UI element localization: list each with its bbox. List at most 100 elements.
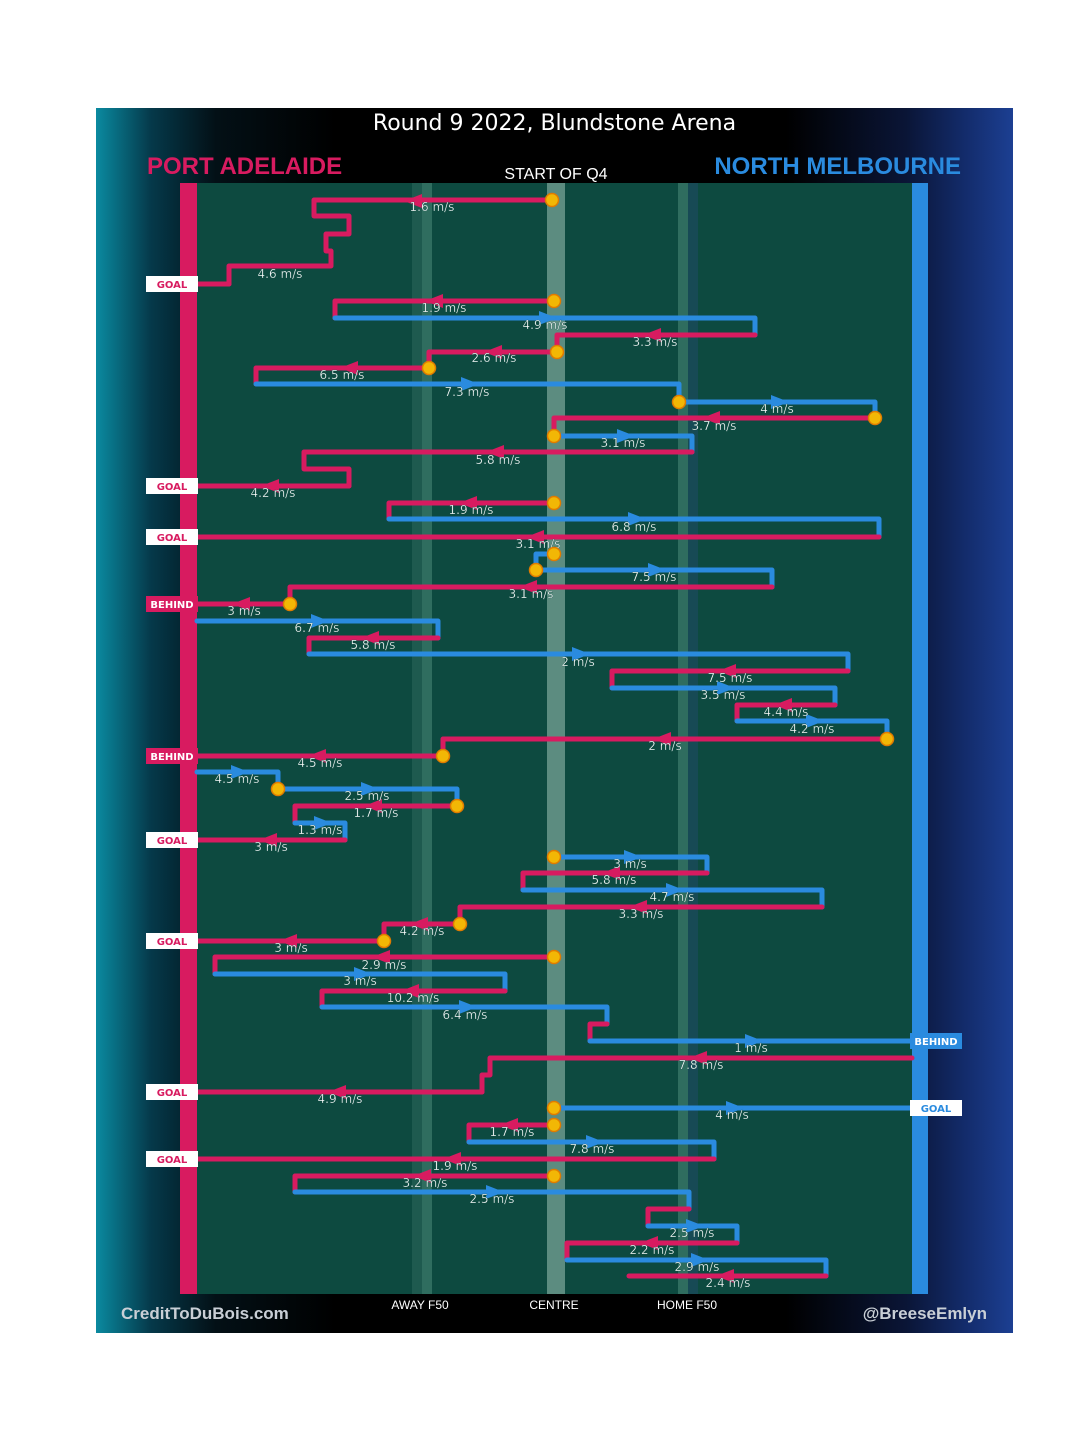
speed-label: 3.1 m/s [509,587,554,601]
speed-label: 4.9 m/s [318,1092,363,1106]
direction-arrow [806,714,824,728]
axis-label-away-f50: AWAY F50 [391,1298,449,1312]
score-tag [146,1151,198,1167]
credit-website: CreditToDuBois.com [121,1304,289,1323]
speed-label: 4.4 m/s [764,705,809,719]
speed-label: 6.7 m/s [295,621,340,635]
score-tag [146,933,198,949]
speed-label: 2 m/s [648,739,681,753]
chain-segment [551,433,695,455]
score-tag [910,1033,962,1049]
direction-arrow [629,900,647,914]
score-label: GOAL [157,482,188,493]
chain-segment [194,618,441,641]
quarter-label: START OF Q4 [504,166,608,183]
direction-arrow [726,1101,744,1115]
speed-label: 4.9 m/s [523,318,568,332]
direction-arrow [648,563,666,577]
direction-arrow [572,647,590,661]
speed-label: 3 m/s [274,941,307,955]
direction-arrow [717,681,735,695]
speed-label: 4.2 m/s [400,924,445,938]
chain-start-marker [546,949,562,965]
direction-arrow [401,984,419,998]
speed-label: 3.2 m/s [403,1176,448,1190]
chain-segment [609,668,851,691]
chain-segment [564,1240,740,1263]
direction-arrow [716,1269,734,1283]
direction-arrow [486,445,504,459]
speed-label: 7.3 m/s [445,385,490,399]
direction-arrow [259,833,277,847]
score-label: BEHIND [150,600,193,611]
away-goal-bar [912,183,928,1294]
speed-label: 4.5 m/s [298,756,343,770]
speed-label: 1 m/s [734,1041,767,1055]
score-tag [146,596,198,612]
direction-arrow [539,311,557,325]
chain-segment [520,870,710,893]
chain-segment [551,854,710,876]
speed-label: 7.8 m/s [679,1058,724,1072]
speed-label: 3.3 m/s [633,335,678,349]
chain-start-marker [549,344,565,360]
speed-label: 1.6 m/s [410,200,455,214]
direction-arrow [231,765,249,779]
chain-segment [520,887,825,910]
score-tag [146,1084,198,1100]
direction-arrow [586,1135,604,1149]
home-team-name: PORT ADELAIDE [147,153,343,180]
direction-arrow [413,1169,431,1183]
speed-label: 7.8 m/s [570,1142,615,1156]
chain-segment [226,197,555,287]
score-label: BEHIND [150,752,193,763]
speed-label: 2.9 m/s [675,1260,720,1274]
direction-arrow [643,328,661,342]
score-label: GOAL [157,836,188,847]
axis-label-home-f50: HOME F50 [656,1298,718,1312]
direction-arrow [640,1236,658,1250]
chain-segment [466,1139,717,1162]
score-label: GOAL [157,280,188,291]
direction-arrow [314,816,332,830]
direction-arrow [653,732,671,746]
speed-label: 4.5 m/s [215,772,260,786]
direction-arrow [484,345,502,359]
direction-arrow [328,1085,346,1099]
direction-arrow [410,917,428,931]
direction-arrow [771,395,789,409]
speed-label: 2.4 m/s [706,1276,751,1290]
speed-label: 5.8 m/s [476,453,521,467]
away-f50-band [412,183,422,1294]
direction-arrow [372,950,390,964]
chain-start-marker [546,293,562,309]
direction-arrow [461,377,479,391]
chain-segment [466,1122,557,1145]
score-label: GOAL [157,1155,188,1166]
speed-label: 3.1 m/s [516,537,561,551]
chain-segment [253,365,432,387]
speed-label: 10.2 m/s [387,991,440,1005]
speed-label: 1.7 m/s [354,806,399,820]
score-tag [146,478,198,494]
chain-segment [609,685,838,708]
speed-label: 2.2 m/s [630,1243,675,1257]
direction-arrow [500,1118,518,1132]
speed-label: 3 m/s [227,604,260,618]
speed-label: 2.5 m/s [470,1192,515,1206]
chain-start-marker [282,596,298,612]
speed-label: 1.9 m/s [422,301,467,315]
chain-segment [292,1189,692,1212]
direction-arrow [702,411,720,425]
chain-segment [306,635,441,657]
speed-label: 6.8 m/s [612,520,657,534]
chain-start-marker [671,394,687,410]
chain-start-marker [879,731,895,747]
speed-label: 4 m/s [715,1108,748,1122]
speed-label: 4.6 m/s [258,267,303,281]
speed-label: 3.3 m/s [619,907,664,921]
speed-label: 1.3 m/s [298,823,343,837]
direction-arrow [443,1152,461,1166]
home-goal-bar [180,183,197,1294]
